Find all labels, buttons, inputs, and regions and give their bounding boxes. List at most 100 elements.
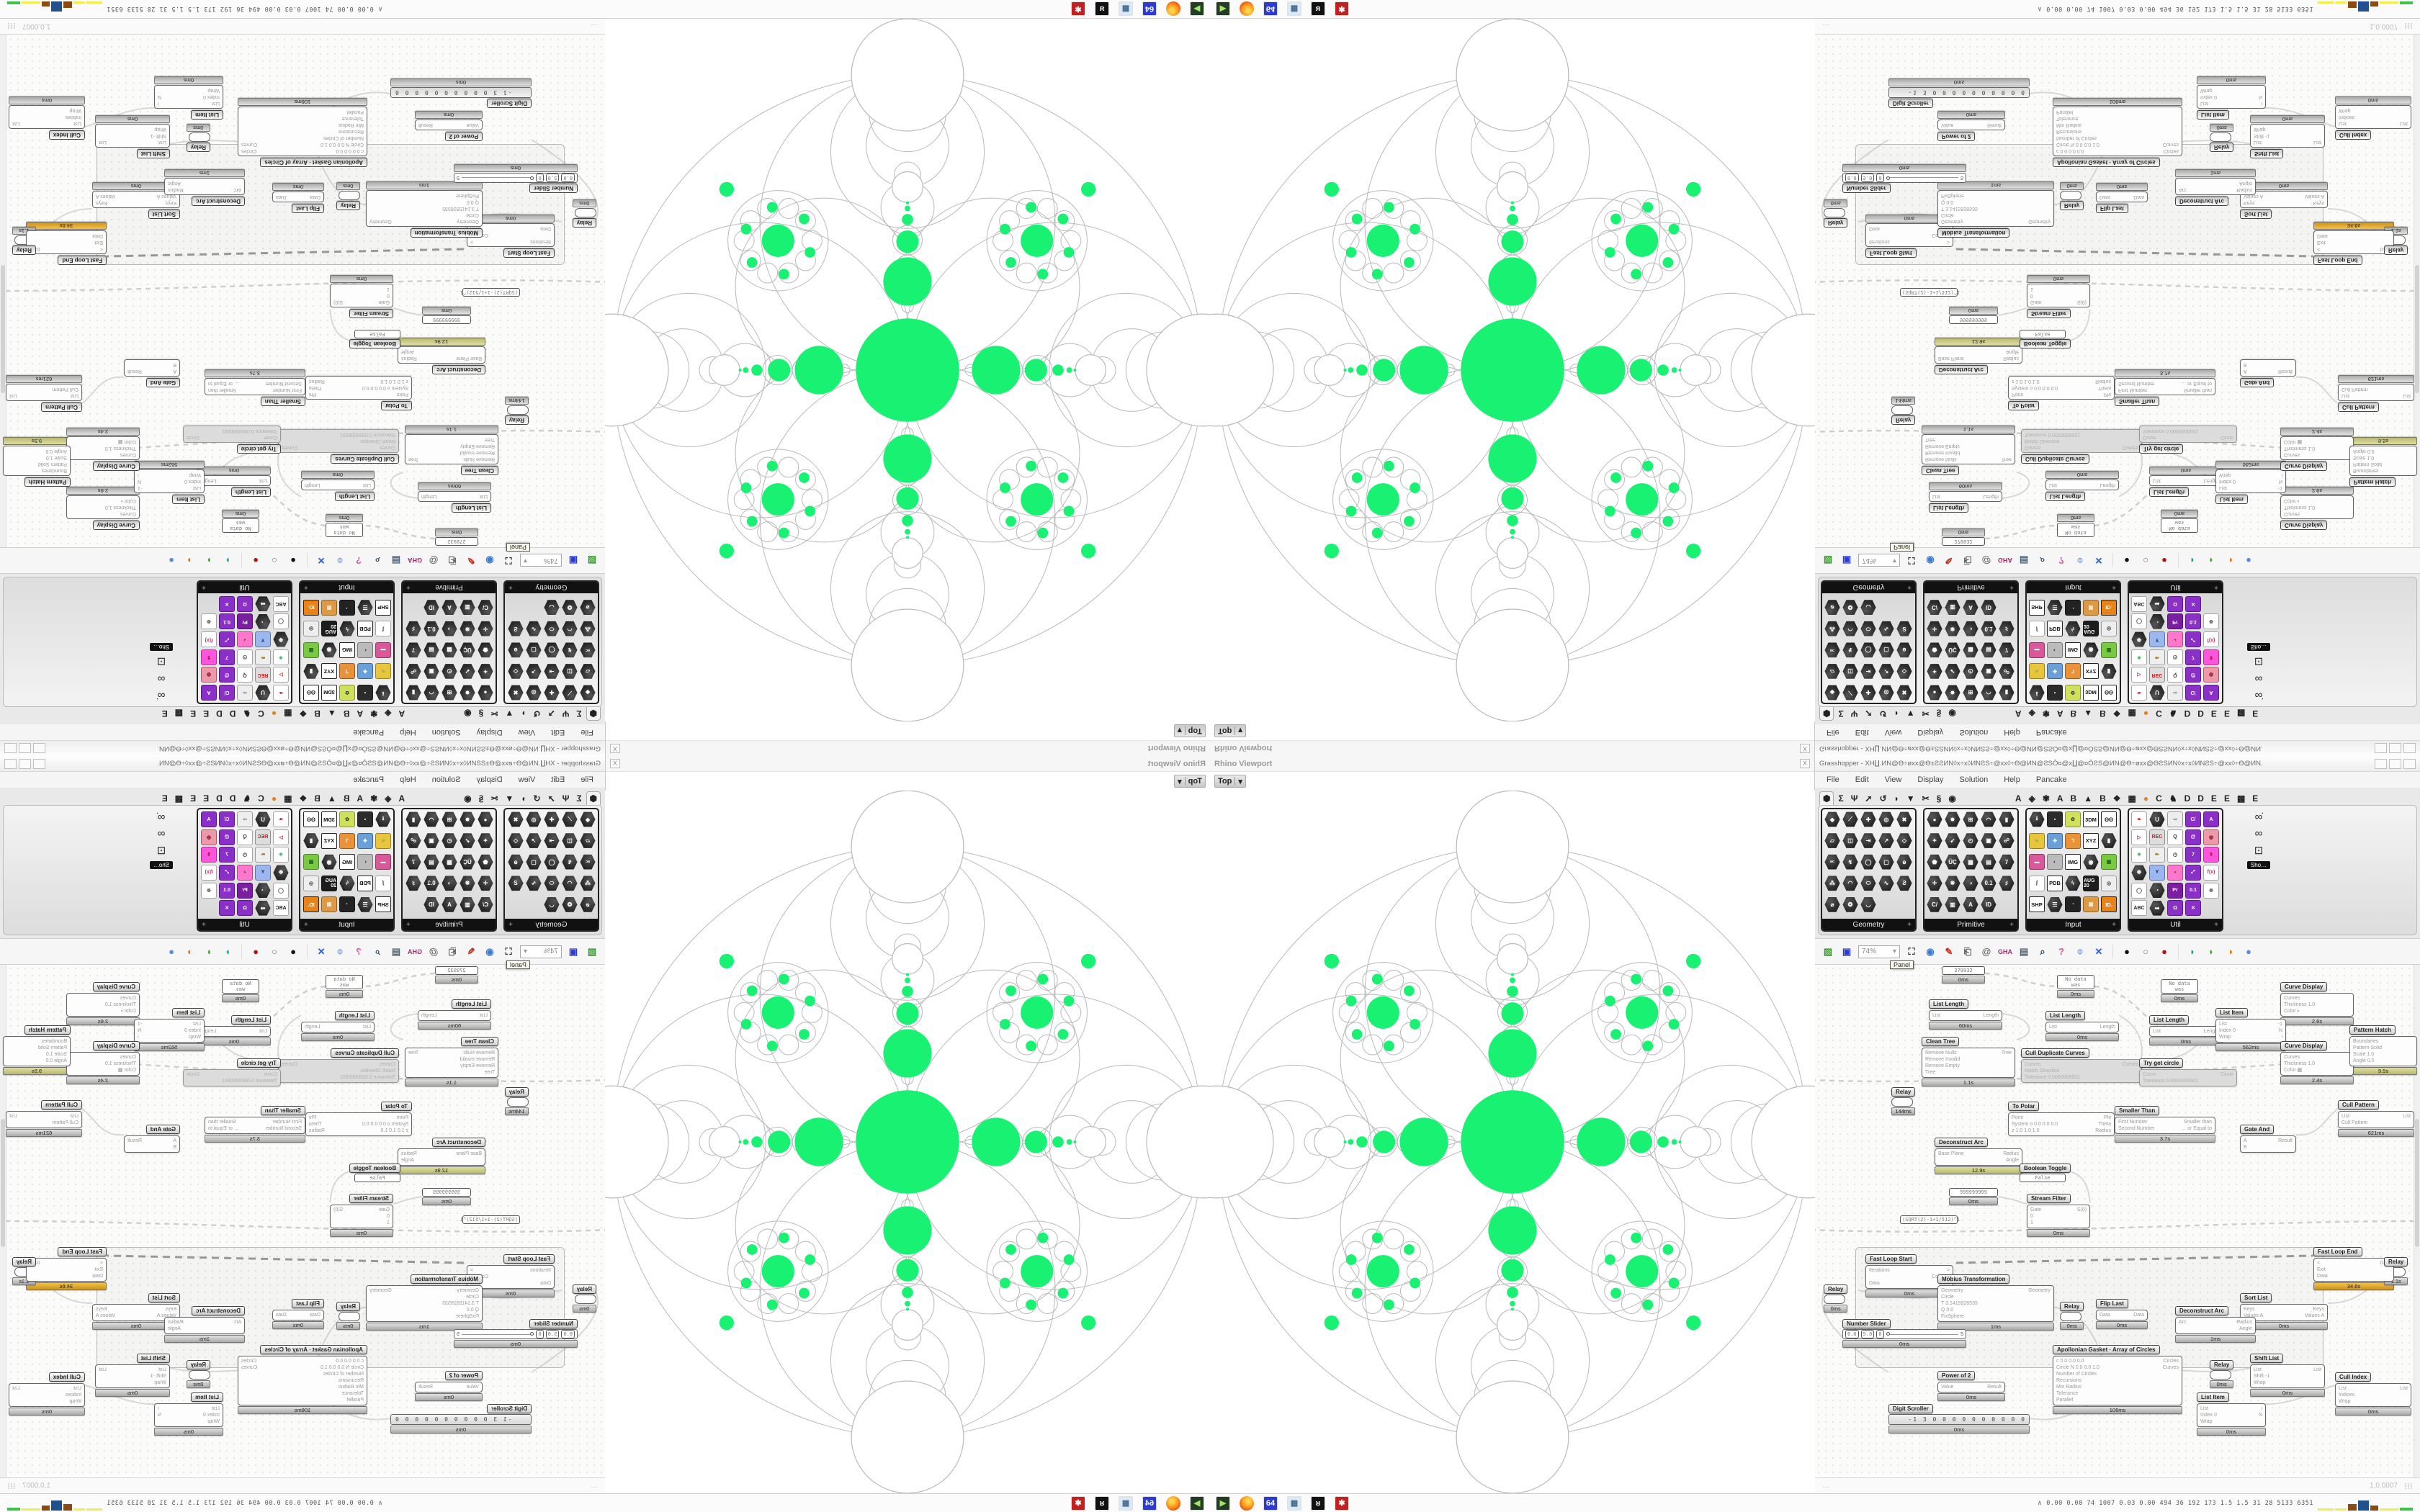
- find-icon[interactable]: ⌕: [375, 945, 380, 957]
- component-icon[interactable]: ▱: [1824, 833, 1840, 848]
- component-icon[interactable]: ⊞: [442, 811, 457, 827]
- gh-component-list-length[interactable]: List Length List Length 60ms: [1929, 482, 2002, 516]
- gh-component-gate-and[interactable]: Gate And A Result B: [124, 1122, 180, 1153]
- gh-component[interactable]: (SQRT(2)-1+1/512)^1: [1900, 288, 1960, 297]
- floppy-64-icon[interactable]: 64: [1142, 1, 1157, 17]
- gh-component-list-length[interactable]: List Length List Length 60ms: [418, 482, 491, 516]
- firefox-icon[interactable]: [1240, 1495, 1254, 1511]
- component-icon[interactable]: ✿: [339, 685, 355, 701]
- component-icon[interactable]: ◔: [2065, 599, 2081, 616]
- menu-item-solution[interactable]: Solution: [431, 728, 461, 737]
- component-icon[interactable]: ▷: [273, 667, 289, 683]
- component-icon[interactable]: Q: [2167, 829, 2183, 845]
- gh-component-deconstruct-arc[interactable]: Deconstruct Arc Base Plane Radius Angle 12.9…: [398, 1135, 485, 1174]
- component-body[interactable]: Base Plane Radius Angle: [1935, 1148, 2022, 1166]
- component-body[interactable]: Curves Thickness 1.0 Color ▪: [66, 993, 140, 1017]
- component-icon[interactable]: ▤: [1981, 854, 1996, 870]
- component-icon[interactable]: Ω: [237, 900, 253, 917]
- panel-value[interactable]: No data was: [2057, 523, 2094, 537]
- gh-component-m-bius-transformation[interactable]: Möbius Transformation Geometry Geometry Cir…: [366, 1272, 483, 1331]
- component-body[interactable]: List Length: [197, 475, 271, 486]
- calculator-icon[interactable]: ▦: [1287, 1, 1301, 17]
- component-icon[interactable]: ➡: [2149, 596, 2165, 612]
- gh-component-stream-filter[interactable]: Stream Filter Gate S(0) 0 1 0ms: [330, 275, 393, 321]
- screen-recorder-icon[interactable]: ▶: [1216, 1495, 1230, 1511]
- component-icon[interactable]: Y: [255, 864, 271, 881]
- component-body[interactable]: Base Plane Radius Angle: [398, 346, 485, 364]
- gh-component-clean-tree[interactable]: Clean Tree Remove Nulls Tree Remove Invalid…: [1922, 426, 2015, 478]
- slider-grip[interactable]: [530, 176, 534, 180]
- resize-grip[interactable]: [7, 1482, 15, 1489]
- component-icon[interactable]: ID: [424, 896, 439, 912]
- preview-eye-icon[interactable]: ◉: [485, 555, 494, 567]
- component-body[interactable]: First Number Smaller than Second Number… o…: [205, 378, 305, 395]
- palette-tab[interactable]: ✂: [490, 793, 498, 804]
- component-body[interactable]: List List Cull Pattern: [6, 384, 82, 401]
- menu-item-help[interactable]: Help: [2004, 728, 2020, 737]
- wire-display-icon[interactable]: ✕: [2094, 945, 2103, 957]
- preview-shaded-icon[interactable]: ●: [253, 555, 259, 566]
- slider-grip[interactable]: [1886, 1332, 1890, 1336]
- component-icon[interactable]: ☰: [357, 896, 373, 912]
- gh-component-cull-duplicate-curves[interactable]: Cull Duplicate Curves Curves Curves Match D…: [2021, 1045, 2142, 1083]
- component-icon[interactable]: ▤: [424, 854, 439, 870]
- component-icon[interactable]: ◕: [237, 864, 253, 881]
- component-icon[interactable]: ⚱: [2203, 847, 2219, 863]
- expand-icon[interactable]: +: [508, 920, 513, 929]
- gh-component-digit-scroller[interactable]: Digit Scroller -1 3 0 0 0 0 0 0 0 0 0 0 0m…: [390, 1401, 532, 1434]
- component-icon[interactable]: ↗: [1878, 663, 1894, 679]
- gh-component[interactable]: Relay 0ms: [1824, 199, 1848, 230]
- component-body[interactable]: Gate S(0) 0 1: [330, 1205, 393, 1228]
- panel-footer[interactable]: Geometry +: [1822, 919, 1915, 930]
- palette-tab[interactable]: ▼: [505, 793, 514, 804]
- expand-icon[interactable]: +: [2112, 920, 2116, 929]
- gh-component-clean-tree[interactable]: Clean Tree Remove Nulls Tree Remove Invalid…: [1922, 1034, 2015, 1086]
- gh-component-list-length[interactable]: List Length List Length 0ms: [2045, 471, 2119, 504]
- gh-component-digit-scroller[interactable]: Digit Scroller -1 3 0 0 0 0 0 0 0 0 0 0 0m…: [390, 78, 532, 111]
- gh-component-list-length[interactable]: List Length List Length 0ms: [2149, 467, 2223, 500]
- save-file-icon[interactable]: ▣: [1842, 555, 1852, 567]
- component-body[interactable]: List -1 Index 0 N Wrap i: [2215, 1019, 2286, 1043]
- gh-component-deconstruct-arc[interactable]: Deconstruct Arc Base Plane Radius Angle 12.9…: [398, 338, 485, 377]
- component-body[interactable]: Geometry Geometry Circle T 3.1415926535 Q 0.…: [366, 190, 483, 227]
- component-icon[interactable]: ❂: [1842, 897, 1858, 912]
- component-icon[interactable]: 0.1: [424, 621, 439, 636]
- component-icon[interactable]: ◎: [1878, 811, 1894, 827]
- zoom-extents-icon[interactable]: ⛶: [1908, 555, 1915, 567]
- gh-component-apollonian-gasket-array-of-circles[interactable]: Apollonian Gasket · Array of Circles c 0.…: [2053, 98, 2182, 170]
- component-icon[interactable]: IMG: [2065, 854, 2081, 870]
- component-icon[interactable]: SHP: [375, 599, 391, 616]
- resize-grip[interactable]: [2405, 23, 2413, 30]
- panel-value[interactable]: No data was: [326, 975, 363, 989]
- component-icon[interactable]: ▣: [1981, 833, 1996, 848]
- component-icon[interactable]: ▩: [442, 854, 457, 870]
- component-icon[interactable]: ✚: [357, 832, 373, 849]
- gh-component-shift-list[interactable]: Shift List List List Shift -1 Wrap 0ms: [2250, 1351, 2325, 1397]
- component-body[interactable]: Geometry Geometry Circle T 3.1415926535 Q 0.…: [366, 1285, 483, 1322]
- panel-value[interactable]: False: [2020, 330, 2066, 338]
- component-icon[interactable]: ◯: [2131, 613, 2147, 630]
- gh-component[interactable]: Relay 144ms: [504, 397, 529, 428]
- component-icon[interactable]: Ω: [2167, 900, 2183, 917]
- component-icon[interactable]: ◡: [544, 896, 560, 912]
- palette-tab[interactable]: ↺: [533, 708, 541, 719]
- component-icon[interactable]: ∫: [2029, 875, 2045, 891]
- exit-door-icon[interactable]: ⎗: [448, 555, 457, 567]
- expand-icon[interactable]: +: [1907, 583, 1912, 592]
- component-icon[interactable]: ∿: [375, 663, 391, 680]
- component-body[interactable]: Curve Circle Tolerance 0.0000000001: [183, 426, 281, 443]
- component-icon[interactable]: Y: [2149, 631, 2165, 648]
- palette-tab[interactable]: E: [2223, 708, 2230, 719]
- component-icon[interactable]: ÜÇ: [460, 854, 475, 870]
- panel-footer[interactable]: Primitive +: [403, 582, 496, 593]
- gh-component[interactable]: No data was 0ms: [222, 510, 259, 533]
- palette-tab[interactable]: ◉: [1948, 708, 1956, 719]
- component-body[interactable]: List Length: [2149, 475, 2223, 486]
- sketch-pen-icon[interactable]: ✎: [467, 945, 475, 957]
- component-icon[interactable]: ◎: [303, 875, 319, 891]
- palette-tab[interactable]: C: [2156, 793, 2162, 804]
- gh-component-curve-display[interactable]: Curve Display Curves Thickness 1.0 Color ▩ 2…: [2280, 428, 2354, 474]
- component-icon[interactable]: ▩: [1963, 642, 1978, 658]
- node-canvas[interactable]: 279932 0ms List Length List Length 60ms Clean …: [0, 965, 605, 1477]
- component-icon[interactable]: ❋: [460, 876, 475, 891]
